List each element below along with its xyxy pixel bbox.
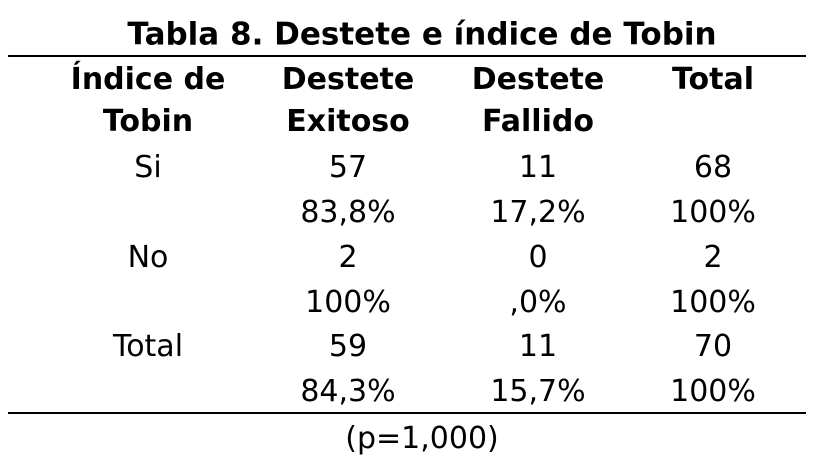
header-cell: Destete [281,62,415,97]
header-cell: Exitoso [286,104,410,139]
percent-cell: 15,7% [490,374,586,409]
percent-cell: 100% [670,195,756,230]
percent-cell: 83,8% [300,195,396,230]
percent-cell: 17,2% [490,195,586,230]
header-cell: Tobin [102,104,194,139]
footnote: (p=1,000) [345,421,499,456]
count-cell: 11 [518,329,558,364]
count-cell: 2 [703,239,723,275]
header-cell: Índice de [70,62,226,97]
count-cell: 57 [328,150,368,185]
percent-cell: 84,3% [300,374,396,409]
percent-cell: 100% [670,284,756,320]
header-cell: Total [672,62,754,97]
percent-cell: 100% [305,284,391,320]
percent-cell: 100% [670,374,756,409]
header-cell: Destete [471,62,605,97]
count-cell: 70 [693,329,733,364]
top-rule [8,55,806,57]
percent-cell: ,0% [509,284,567,320]
table-title: Tabla 8. Destete e índice de Tobin [127,16,717,53]
count-cell: 2 [338,239,358,275]
count-cell: 59 [328,329,368,364]
bottom-rule [8,412,806,414]
header-cell: Fallido [482,104,594,139]
row-label: Si [134,150,162,185]
row-label: No [127,239,169,275]
row-label: Total [112,329,184,364]
count-cell: 0 [528,239,548,275]
count-cell: 11 [518,150,558,185]
count-cell: 68 [693,150,733,185]
